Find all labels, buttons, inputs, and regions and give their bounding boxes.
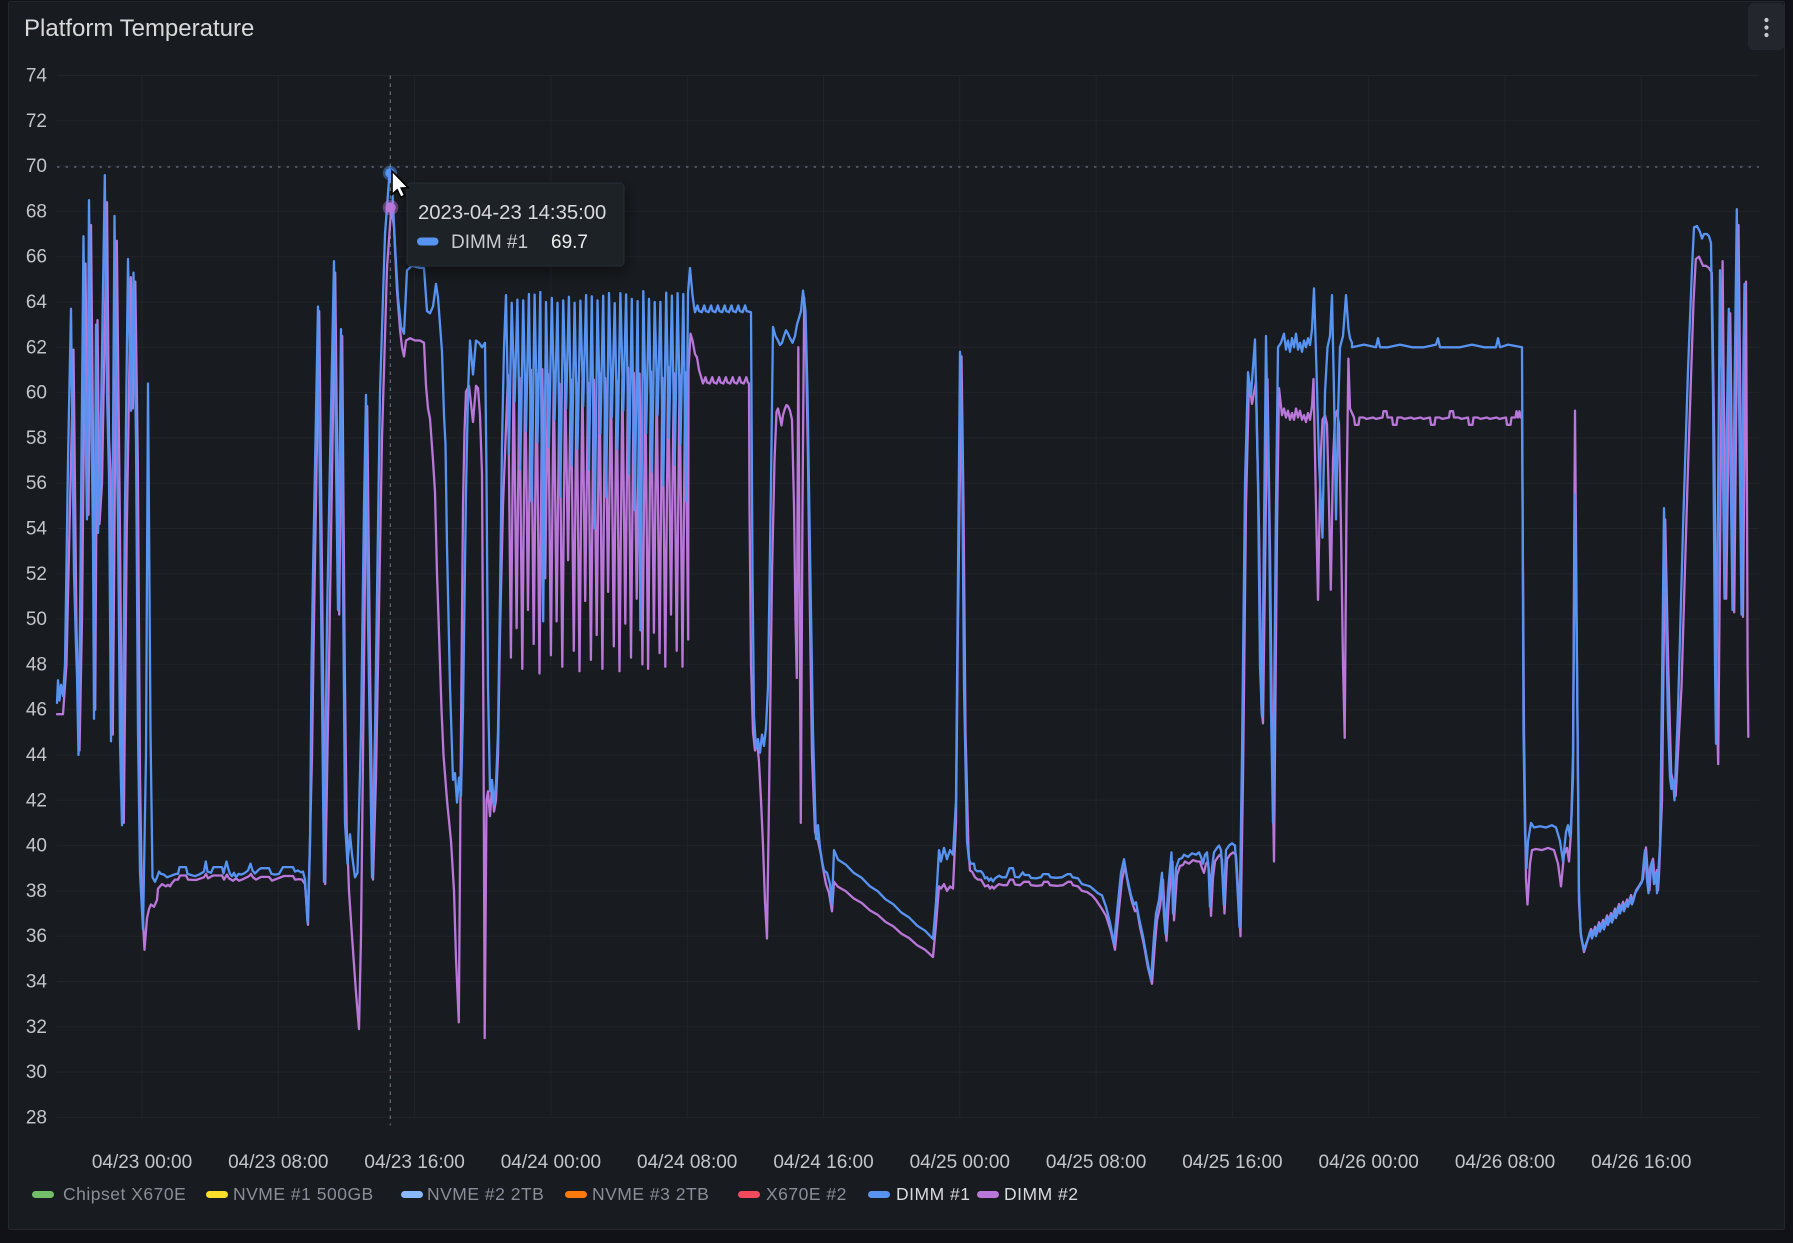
svg-text:32: 32 [26,1017,47,1038]
svg-text:69.7: 69.7 [551,232,588,253]
svg-text:04/26 16:00: 04/26 16:00 [1591,1152,1691,1173]
svg-text:56: 56 [26,473,47,494]
svg-text:38: 38 [26,881,47,902]
svg-text:NVME #2 2TB: NVME #2 2TB [427,1184,544,1204]
svg-text:74: 74 [26,66,48,87]
svg-text:04/23 08:00: 04/23 08:00 [228,1152,328,1173]
svg-text:28: 28 [26,1107,47,1128]
svg-text:40: 40 [26,836,47,857]
svg-text:52: 52 [26,564,47,585]
svg-text:DIMM #1: DIMM #1 [896,1184,970,1204]
svg-text:46: 46 [26,700,47,721]
svg-text:34: 34 [26,972,48,993]
svg-text:54: 54 [26,519,48,540]
svg-text:70: 70 [26,156,47,177]
svg-text:68: 68 [26,201,47,222]
svg-text:36: 36 [26,926,47,947]
svg-text:58: 58 [26,428,47,449]
svg-text:64: 64 [26,292,48,313]
svg-text:30: 30 [26,1062,47,1083]
svg-text:2023-04-23 14:35:00: 2023-04-23 14:35:00 [418,202,606,224]
svg-text:04/25 08:00: 04/25 08:00 [1046,1152,1146,1173]
svg-text:DIMM #2: DIMM #2 [1004,1184,1078,1204]
svg-text:NVME #1 500GB: NVME #1 500GB [233,1184,374,1204]
svg-text:Platform Temperature: Platform Temperature [24,15,254,42]
svg-text:50: 50 [26,609,47,630]
svg-text:NVME #3 2TB: NVME #3 2TB [592,1184,709,1204]
svg-text:72: 72 [26,111,47,132]
svg-text:04/24 16:00: 04/24 16:00 [773,1152,873,1173]
svg-text:44: 44 [26,745,48,766]
svg-text:04/24 08:00: 04/24 08:00 [637,1152,737,1173]
svg-text:X670E #2: X670E #2 [766,1184,847,1204]
svg-text:48: 48 [26,654,47,675]
svg-text:66: 66 [26,247,47,268]
svg-text:04/24 00:00: 04/24 00:00 [501,1152,601,1173]
svg-text:DIMM #1: DIMM #1 [451,232,528,253]
svg-text:04/26 08:00: 04/26 08:00 [1455,1152,1555,1173]
svg-text:04/26 00:00: 04/26 00:00 [1319,1152,1419,1173]
svg-text:04/23 00:00: 04/23 00:00 [92,1152,192,1173]
svg-text:04/25 16:00: 04/25 16:00 [1182,1152,1282,1173]
svg-text:04/23 16:00: 04/23 16:00 [364,1152,464,1173]
svg-text:60: 60 [26,383,47,404]
svg-text:42: 42 [26,790,47,811]
svg-text:Chipset X670E: Chipset X670E [63,1184,186,1204]
svg-text:04/25 00:00: 04/25 00:00 [910,1152,1010,1173]
svg-text:62: 62 [26,337,47,358]
